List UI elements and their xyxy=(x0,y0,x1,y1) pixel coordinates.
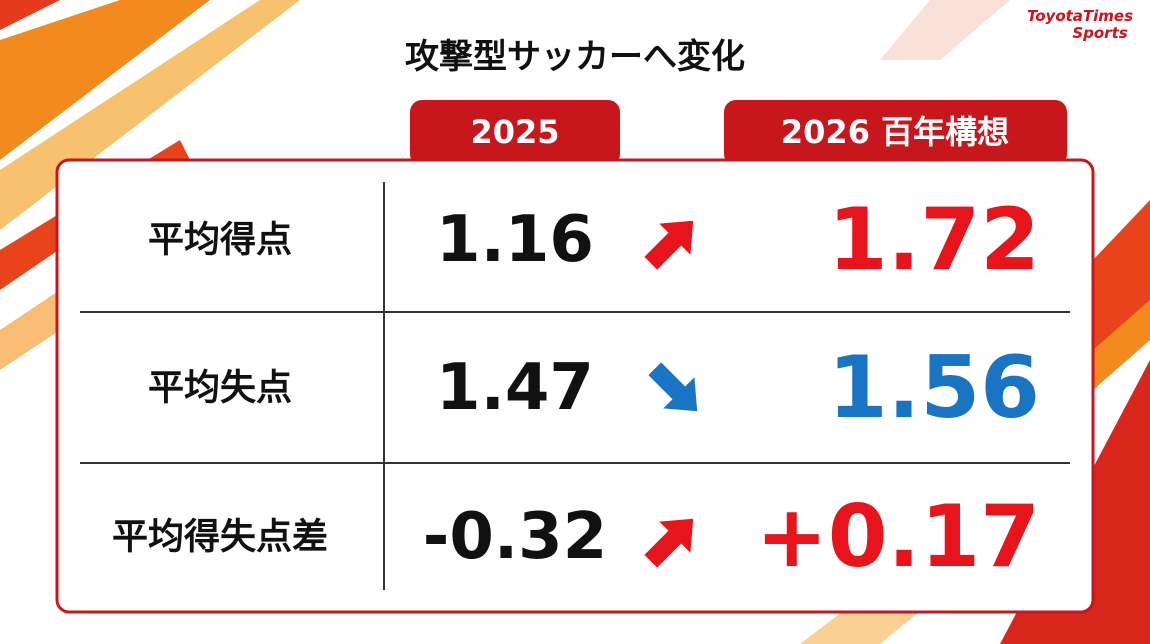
value-2025: 1.47 xyxy=(436,351,594,425)
value-2025: 1.16 xyxy=(436,203,594,277)
table-panel xyxy=(55,158,1095,614)
arrow-up xyxy=(644,220,694,270)
row-label: 平均失点 xyxy=(148,368,292,409)
value-2025: -0.32 xyxy=(423,500,607,574)
column-tab xyxy=(724,100,1067,166)
value-2026: 1.72 xyxy=(828,190,1040,290)
title: 攻撃型サッカーへ変化 xyxy=(405,37,745,77)
column-header: 2026 百年構想 xyxy=(781,113,1009,151)
row-label: 平均得失点差 xyxy=(112,517,328,558)
value-2026: 1.56 xyxy=(828,338,1040,438)
logo-top: ToyotaTimes xyxy=(1027,7,1133,25)
arrow-up xyxy=(644,518,694,568)
arrow-down xyxy=(648,362,698,412)
logo-bottom: Sports xyxy=(1072,24,1127,42)
value-2026: +0.17 xyxy=(756,487,1040,587)
column-header: 2025 xyxy=(470,113,559,151)
column-tab xyxy=(410,100,620,166)
row-label: 平均得点 xyxy=(148,220,292,261)
